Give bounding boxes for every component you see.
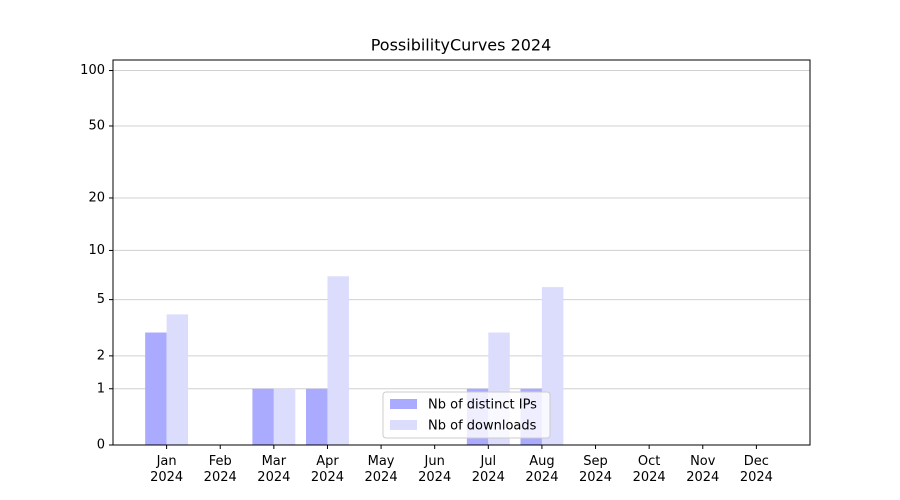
y-tick-label: 20 (88, 190, 105, 205)
legend-label: Nb of distinct IPs (428, 398, 537, 413)
x-tick-label: Dec 2024 (740, 454, 773, 485)
y-tick-label: 100 (80, 63, 105, 78)
x-tick-label: Nov 2024 (686, 454, 719, 485)
legend: Nb of distinct IPs Nb of downloads (382, 391, 551, 439)
bar (145, 332, 167, 445)
x-tick-label: Mar 2024 (257, 454, 290, 485)
x-tick-label: May 2024 (365, 454, 398, 485)
legend-label: Nb of downloads (428, 419, 537, 434)
y-tick-label: 0 (97, 438, 105, 453)
bar (327, 276, 349, 445)
y-tick-label: 1 (97, 381, 105, 396)
plot-frame (112, 59, 811, 446)
y-tick-label: 5 (97, 292, 105, 307)
x-tick-label: Jan 2024 (150, 454, 183, 485)
bar (252, 388, 274, 445)
y-tick-label: 2 (97, 348, 105, 363)
legend-swatch (390, 420, 417, 430)
bar (166, 314, 189, 445)
x-tick-label: Apr 2024 (311, 454, 344, 485)
x-tick-label: Oct 2024 (633, 454, 666, 485)
legend-swatch (390, 399, 417, 409)
x-tick-label: Feb 2024 (204, 454, 237, 485)
x-tick-label: Sep 2024 (579, 454, 612, 485)
x-tick-label: Aug 2024 (525, 454, 558, 485)
bar (306, 388, 328, 445)
y-tick-label: 50 (88, 118, 105, 133)
chart-title: PossibilityCurves 2024 (371, 36, 552, 55)
legend-box (382, 391, 551, 439)
y-tick-label: 10 (88, 243, 105, 258)
x-tick-label: Jul 2024 (472, 454, 505, 485)
x-tick-label: Jun 2024 (418, 454, 451, 485)
bar (273, 388, 296, 445)
